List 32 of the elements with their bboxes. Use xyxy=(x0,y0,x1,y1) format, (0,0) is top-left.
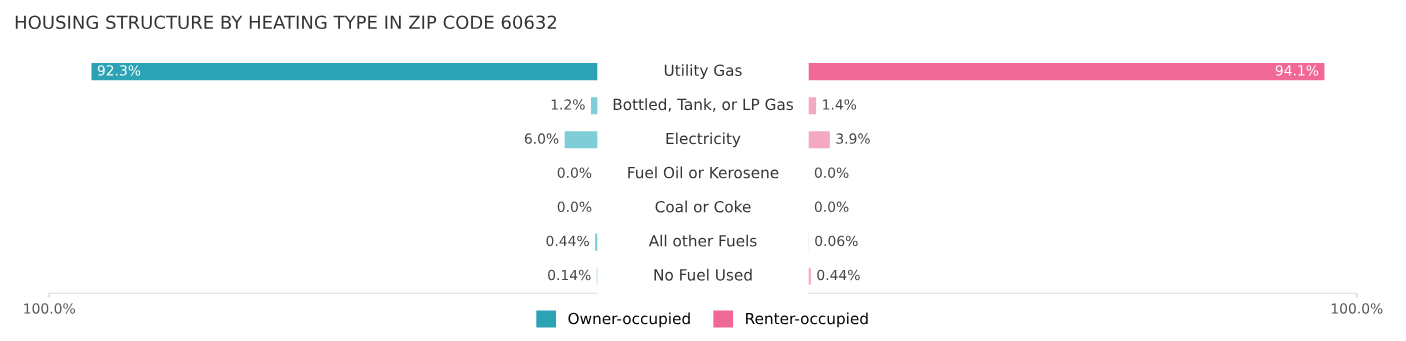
legend-label: Owner-occupied xyxy=(568,312,690,328)
y-tick-label: All other Fuels xyxy=(648,234,757,247)
y-tick-label: Coal or Coke xyxy=(655,200,751,213)
data-label: 1.2% xyxy=(551,99,585,110)
data-label: 0.0% xyxy=(814,201,849,213)
data-label: 94.1% xyxy=(1275,65,1319,76)
data-label: 0.14% xyxy=(548,269,591,281)
data-label: 0.06% xyxy=(815,235,858,247)
data-label: 0.0% xyxy=(557,167,592,178)
x-tick-label: 100.0% xyxy=(24,303,75,314)
y-tick-label: No Fuel Used xyxy=(654,268,752,281)
data-label: 6.0% xyxy=(524,133,559,144)
data-label: 1.4% xyxy=(823,99,857,110)
data-label: 3.9% xyxy=(836,133,870,144)
y-tick-label: Bottled, Tank, or LP Gas xyxy=(613,98,794,112)
data-label: 0.44% xyxy=(817,269,860,281)
y-tick-label: Fuel Oil or Kerosene xyxy=(628,166,779,179)
legend-label: Renter-occupied xyxy=(746,312,868,328)
y-tick-label: Electricity xyxy=(666,132,741,148)
bar xyxy=(808,131,830,149)
x-tick-label: 100.0% xyxy=(1331,303,1383,314)
bar xyxy=(564,131,598,149)
bar xyxy=(808,63,1325,81)
data-label: 0.0% xyxy=(557,201,592,213)
data-label: 0.0% xyxy=(814,167,849,178)
bar xyxy=(590,97,598,115)
y-tick-label: Utility Gas xyxy=(664,64,742,79)
data-label: 92.3% xyxy=(97,65,141,76)
bar xyxy=(808,97,817,115)
data-label: 0.44% xyxy=(546,235,589,247)
bar xyxy=(91,63,598,81)
chart-title: HOUSING STRUCTURE BY HEATING TYPE IN ZIP CODE 60632 xyxy=(15,15,557,30)
